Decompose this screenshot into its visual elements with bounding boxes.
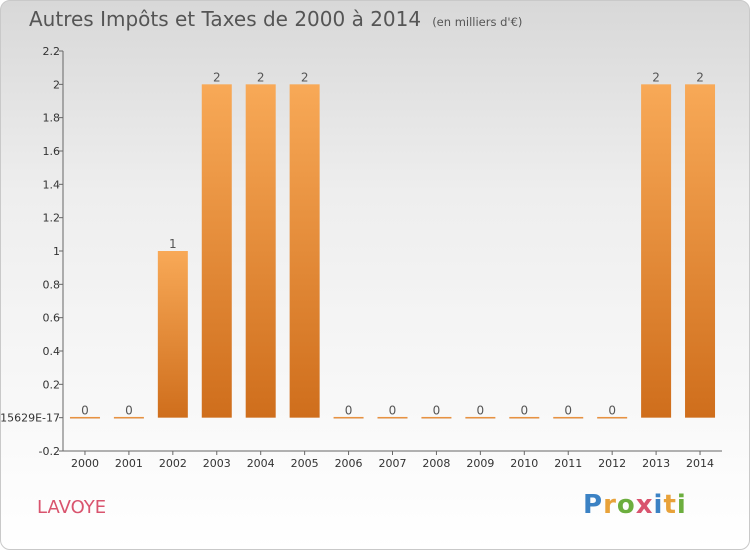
bar (377, 416, 408, 419)
y-tick-label: -0.2 (39, 445, 60, 458)
x-tick-label: 2003 (203, 457, 231, 470)
x-tick-label: 2000 (71, 457, 99, 470)
unit-note: (en milliers d'€) (432, 15, 523, 29)
data-label: 0 (345, 404, 353, 418)
y-tick-label: 0.4 (43, 345, 61, 358)
y-tick-label: 1 (53, 245, 60, 258)
data-label: 0 (564, 404, 572, 418)
data-label: 2 (213, 70, 221, 84)
x-tick-label: 2005 (291, 457, 319, 470)
data-labels: 0 0 1 2 2 2 0 0 0 0 0 0 0 2 2 (81, 70, 704, 417)
y-tick-label: 1.2 (43, 212, 61, 225)
data-label: 0 (608, 404, 616, 418)
bar (685, 84, 716, 418)
data-label: 0 (81, 404, 89, 418)
y-tick-label: 1.8 (43, 112, 61, 125)
x-tick-label: 2007 (379, 457, 407, 470)
bar (597, 416, 628, 419)
y-tick-label: 2.2 (43, 45, 61, 58)
y-tick-label: 1.4 (43, 178, 61, 191)
x-tick-label: 2006 (335, 457, 363, 470)
bar (113, 416, 144, 419)
chart-title-block: Autres Impôts et Taxes de 2000 à 2014 (e… (29, 7, 522, 31)
x-tick-label: 2001 (115, 457, 143, 470)
data-label: 2 (696, 70, 704, 84)
x-tick-label: 2002 (159, 457, 187, 470)
logo-letter: r (603, 490, 617, 520)
x-tick-label: 2011 (554, 457, 582, 470)
x-tick-label: 2013 (642, 457, 670, 470)
data-label: 0 (125, 404, 133, 418)
logo-letter: t (663, 490, 677, 520)
logo-letter: P (583, 490, 604, 520)
x-tick-label: 2009 (466, 457, 494, 470)
x-tick-label: 2004 (247, 457, 275, 470)
data-label: 2 (301, 70, 309, 84)
logo-letter: x (635, 490, 654, 520)
x-tick-label: 2014 (686, 457, 714, 470)
data-label: 0 (477, 404, 485, 418)
bar (509, 416, 540, 419)
logo-letter: i (653, 490, 664, 520)
data-label: 1 (169, 237, 177, 251)
data-label: 2 (652, 70, 660, 84)
data-label: 0 (389, 404, 397, 418)
y-tick-label: 0.8 (43, 278, 61, 291)
data-label: 0 (433, 404, 441, 418)
y-tick-label: -2.15629E-17 (1, 412, 60, 425)
chart-title: Autres Impôts et Taxes de 2000 à 2014 (29, 7, 422, 31)
bar (289, 84, 320, 418)
y-tick-label: 1.6 (43, 145, 61, 158)
y-tick-label: 2 (53, 78, 60, 91)
proxiti-logo[interactable]: Proxiti (583, 490, 687, 520)
bar (69, 416, 100, 419)
bar (465, 416, 496, 419)
axes: -0.2 -2.15629E-17 0.2 0.4 0.6 0.8 1 1.2 1.4 1.6 1.… (1, 45, 722, 470)
x-tick-label: 2010 (510, 457, 538, 470)
logo-letter: o (616, 490, 636, 520)
bar (157, 251, 188, 418)
x-tick-label: 2008 (422, 457, 450, 470)
bar (245, 84, 276, 418)
data-label: 2 (257, 70, 265, 84)
bar (641, 84, 672, 418)
bar (201, 84, 232, 418)
bar (333, 416, 364, 419)
bar (553, 416, 584, 419)
commune-name: LAVOYE (37, 497, 107, 518)
bar (421, 416, 452, 419)
y-tick-label: 0.6 (43, 312, 61, 325)
y-tick-label: 0.2 (43, 378, 61, 391)
bars (69, 84, 716, 419)
x-tick-label: 2012 (598, 457, 626, 470)
logo-letter: i (676, 490, 687, 520)
data-label: 0 (520, 404, 528, 418)
